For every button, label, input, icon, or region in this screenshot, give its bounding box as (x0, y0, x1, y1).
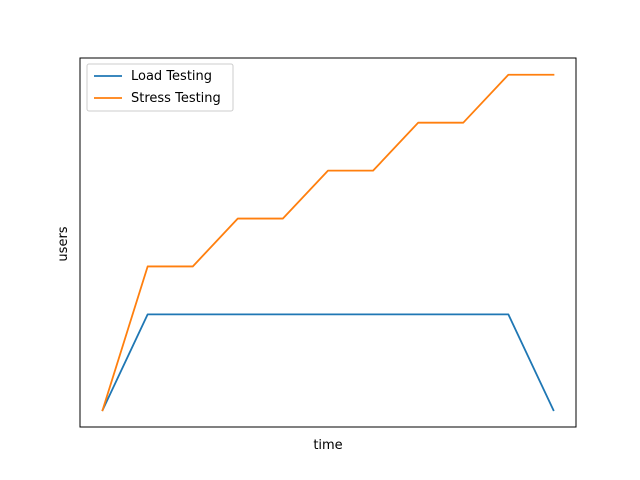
x-axis-label: time (313, 438, 342, 453)
legend: Load Testing Stress Testing (86, 63, 234, 112)
axes-frame (79, 57, 577, 428)
series-line-stress-testing (101, 73, 555, 412)
legend-entry-load-testing: Load Testing (131, 69, 212, 84)
y-axis-label: users (56, 226, 71, 261)
legend-entry-stress-testing: Stress Testing (131, 91, 221, 106)
plot-area (101, 73, 555, 412)
series-line-load-testing (101, 313, 555, 412)
legend-box (86, 63, 234, 112)
